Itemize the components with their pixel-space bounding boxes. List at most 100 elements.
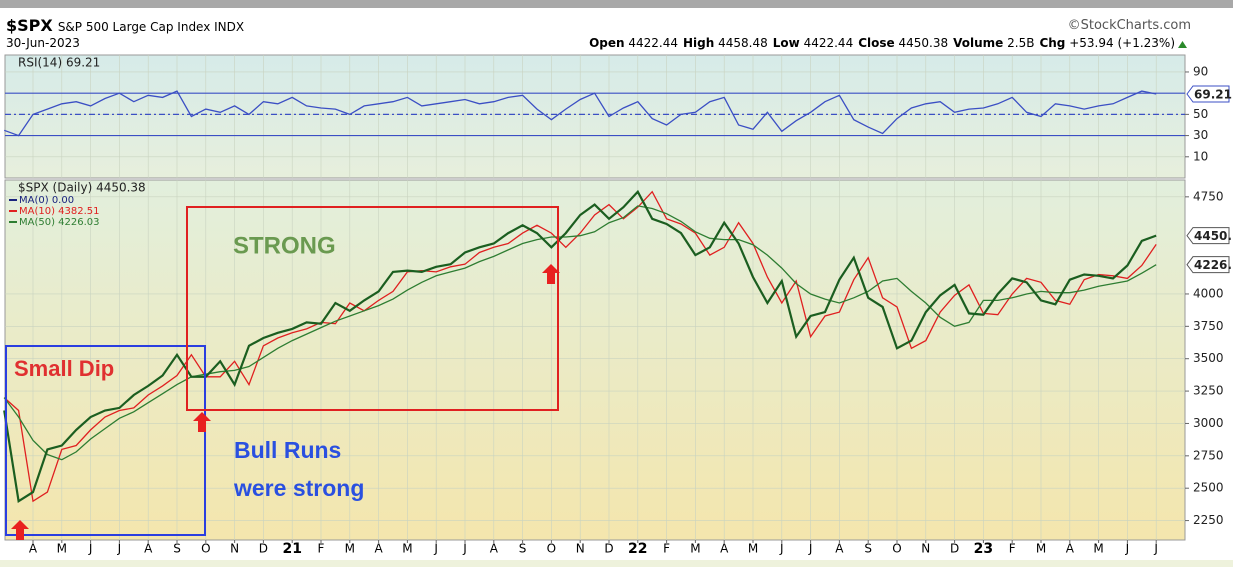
x-tick-label: J	[462, 542, 467, 556]
x-tick-label: 22	[628, 541, 647, 557]
x-tick-label: D	[604, 542, 613, 556]
x-tick-label: D	[259, 542, 268, 556]
up-arrow	[1178, 41, 1187, 48]
x-tick-label: J	[117, 542, 122, 556]
quote-item: Chg +53.94 (+1.23%)	[1039, 36, 1175, 50]
quote-value: 4458.48	[718, 36, 768, 50]
flag-box	[1186, 85, 1230, 103]
x-tick-label: M	[690, 542, 700, 556]
legend-label: MA(50) 4226.03	[19, 217, 100, 228]
x-tick-label: J	[808, 542, 813, 556]
x-tick-label: O	[547, 542, 556, 556]
quote-label: Close	[858, 36, 895, 50]
last-value-flag: 4450.	[1186, 227, 1232, 245]
last-value-label: 4450.	[1194, 229, 1232, 243]
x-tick-label: J	[1153, 542, 1158, 556]
x-tick-label: J	[779, 542, 784, 556]
series-line	[3, 189, 1157, 504]
x-tick-label: J	[1125, 542, 1130, 556]
legend-label: MA(10) 4382.51	[19, 206, 100, 217]
quote-label: Volume	[953, 36, 1004, 50]
x-tick-label: M	[1036, 542, 1046, 556]
annotation-box	[186, 206, 559, 411]
quote-line: Open 4422.44 High 4458.48 Low 4422.44 Close…	[589, 36, 1175, 50]
x-tick-label: A	[835, 542, 844, 556]
last-value-label: 69.21	[1194, 88, 1232, 102]
y-tick-label: 4000	[1193, 286, 1224, 300]
quote-value: 2.5B	[1007, 36, 1035, 50]
quote-value: +53.94 (+1.23%)	[1069, 36, 1175, 50]
annotation-arrow	[193, 412, 211, 432]
x-tick-label: A	[720, 542, 729, 556]
toolbar-strip	[0, 0, 1233, 8]
x-tick-label: O	[201, 542, 210, 556]
x-tick-label: S	[864, 542, 872, 556]
x-tick-label: J	[88, 542, 93, 556]
x-tick-label: M	[402, 542, 412, 556]
quote-item: Low 4422.44	[773, 36, 853, 50]
x-tick-label: F	[318, 542, 325, 556]
quote-label: High	[683, 36, 715, 50]
panel-title: RSI(14) 69.21	[18, 56, 100, 70]
annotation-text: STRONG	[233, 232, 336, 259]
series-line	[3, 90, 1157, 137]
x-tick-label: N	[230, 542, 239, 556]
x-tick-label: A	[144, 542, 153, 556]
quote-value: 4450.38	[898, 36, 949, 50]
annotation-arrow	[542, 264, 560, 284]
x-tick-label: S	[173, 542, 181, 556]
y-tick-label: 30	[1193, 128, 1208, 142]
annotation-text: Bull Runs	[234, 437, 341, 463]
annotation-box	[5, 345, 206, 536]
y-tick-label: 2250	[1193, 513, 1224, 527]
y-tick-label: 3500	[1193, 351, 1224, 365]
y-tick-label: 4750	[1193, 189, 1224, 203]
quote-value: 4422.44	[628, 36, 679, 50]
x-tick-label: M	[345, 542, 355, 556]
price-panel	[4, 179, 1186, 541]
annotation-text: were strong	[233, 475, 364, 501]
flag-box	[1186, 227, 1230, 245]
y-tick-label: 10	[1193, 149, 1208, 163]
y-tick-label: 2500	[1193, 481, 1224, 495]
x-tick-label: F	[663, 542, 670, 556]
last-value-flag: 4226.	[1186, 256, 1232, 274]
x-tick-label: F	[1009, 542, 1016, 556]
series-line	[3, 190, 1157, 503]
volume-strip	[0, 560, 1233, 567]
x-tick-label: O	[892, 542, 901, 556]
annotation-arrow	[11, 520, 29, 540]
symbol: $SPX	[6, 16, 53, 35]
panel-title: $SPX (Daily) 4450.38	[18, 181, 146, 195]
x-tick-label: S	[519, 542, 527, 556]
quote-label: Low	[772, 36, 800, 50]
y-tick-label: 90	[1193, 64, 1208, 78]
x-tick-label: A	[29, 542, 38, 556]
quote-item: Volume 2.5B	[953, 36, 1034, 50]
x-tick-label: N	[576, 542, 585, 556]
x-tick-label: M	[748, 542, 758, 556]
y-tick-label: 3750	[1193, 319, 1224, 333]
x-tick-label: N	[921, 542, 930, 556]
header: $SPX S&P 500 Large Cap Index INDX ©Stock…	[0, 0, 1233, 55]
flag-box	[1186, 256, 1230, 274]
x-tick-label: 23	[974, 541, 993, 557]
quote-item: Open 4422.44	[589, 36, 678, 50]
x-tick-label: A	[490, 542, 499, 556]
quote-item: High 4458.48	[683, 36, 768, 50]
x-tick-label: J	[433, 542, 438, 556]
legend-label: MA(0) 0.00	[19, 195, 74, 206]
x-tick-label: M	[57, 542, 67, 556]
annotation-text: Small Dip	[14, 356, 114, 381]
rsi-panel	[4, 54, 1186, 179]
y-tick-label: 50	[1193, 107, 1208, 121]
quote-item: Close 4450.38	[858, 36, 948, 50]
x-tick-label: A	[1066, 542, 1075, 556]
x-tick-label: 21	[282, 541, 301, 557]
y-tick-label: 2750	[1193, 448, 1224, 462]
last-value-flag: 69.21	[1186, 85, 1232, 103]
date: 30-Jun-2023	[6, 36, 80, 50]
x-tick-label: A	[374, 542, 383, 556]
